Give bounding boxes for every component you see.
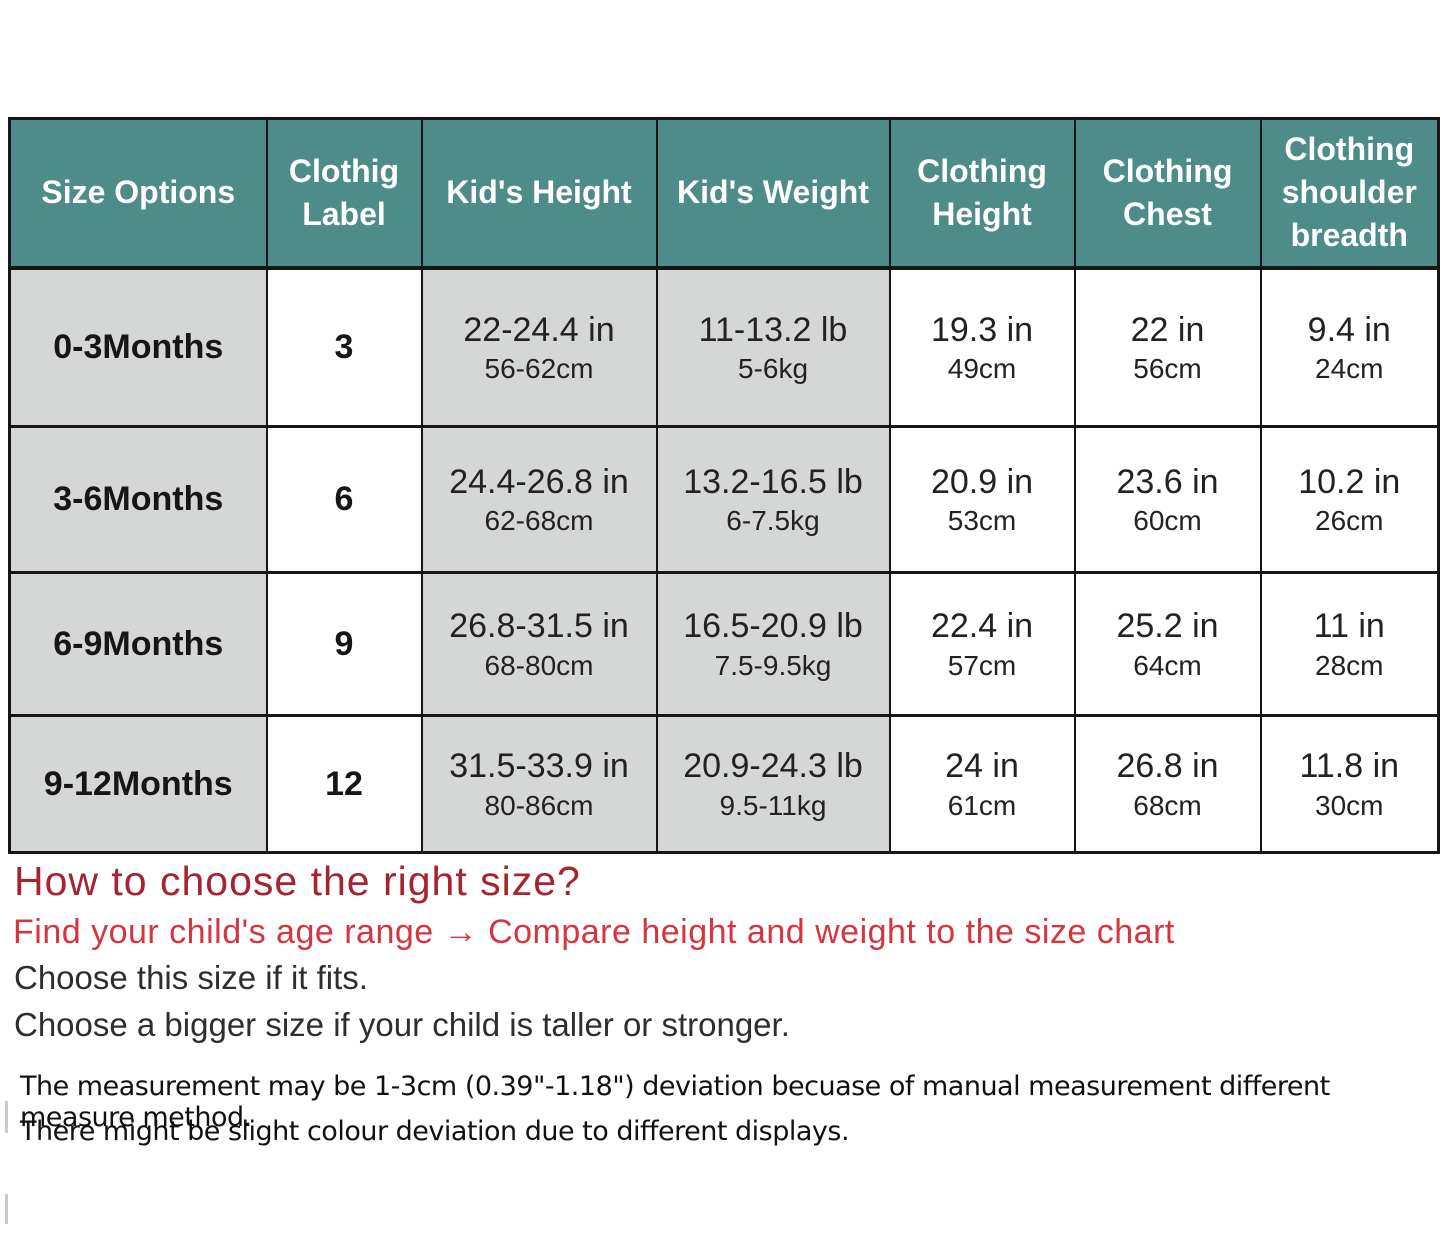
- kids-weight-cell: 13.2-16.5 lb 6-7.5kg: [655, 425, 891, 574]
- table-row: 0-3Months 3 22-24.4 in 56-62cm 11-13.2 l…: [8, 266, 1440, 428]
- clothing-height-in: 24 in: [945, 747, 1019, 786]
- guide-bigger-size-line: Choose a bigger size if your child is ta…: [14, 1006, 790, 1043]
- size-option-value: 9-12Months: [43, 764, 233, 803]
- shoulder-breadth-cm: 28cm: [1315, 649, 1384, 681]
- clothing-chest-in: 26.8 in: [1116, 747, 1219, 786]
- kids-height-cell: 26.8-31.5 in 68-80cm: [420, 571, 658, 717]
- clothing-label-cell: 12: [265, 714, 423, 854]
- colour-deviation-note: There might be slight colour deviation d…: [20, 1116, 850, 1147]
- table-header-row: Size Options Clothig Label Kid's Height …: [8, 117, 1440, 270]
- shoulder-breadth-cell: 9.4 in 24cm: [1259, 266, 1440, 428]
- kids-weight-lb: 16.5-20.9 lb: [683, 607, 863, 646]
- shoulder-breadth-in: 9.4 in: [1307, 310, 1391, 349]
- size-option-cell: 6-9Months: [8, 571, 268, 717]
- kids-weight-kg: 7.5-9.5kg: [714, 649, 832, 681]
- clothing-height-cell: 24 in 61cm: [888, 714, 1076, 854]
- clothing-chest-in: 23.6 in: [1116, 462, 1219, 501]
- header-kids-weight: Kid's Weight: [655, 117, 891, 270]
- size-option-value: 0-3Months: [53, 327, 224, 366]
- clothing-chest-in: 22 in: [1130, 310, 1205, 349]
- table-row: 6-9Months 9 26.8-31.5 in 68-80cm 16.5-20…: [8, 571, 1440, 717]
- size-option-cell: 3-6Months: [8, 425, 268, 574]
- clothing-label-cell: 9: [265, 571, 423, 717]
- kids-height-in: 31.5-33.9 in: [449, 747, 629, 786]
- clothing-chest-in: 25.2 in: [1116, 607, 1219, 646]
- clothing-height-in: 19.3 in: [930, 310, 1034, 349]
- kids-weight-cell: 16.5-20.9 lb 7.5-9.5kg: [655, 571, 891, 717]
- header-kids-height: Kid's Height: [420, 117, 658, 270]
- kids-height-cm: 56-62cm: [484, 353, 594, 384]
- kids-height-cell: 24.4-26.8 in 62-68cm: [420, 425, 658, 574]
- shoulder-breadth-cell: 11.8 in 30cm: [1259, 714, 1440, 854]
- clothing-height-cell: 19.3 in 49cm: [888, 266, 1076, 428]
- guide-fit-line: Choose this size if it fits.: [14, 959, 368, 996]
- kids-height-cell: 22-24.4 in 56-62cm: [420, 266, 658, 428]
- clothing-chest-cm: 56cm: [1133, 353, 1202, 384]
- clothing-label-value: 9: [334, 624, 354, 663]
- clothing-label-value: 6: [334, 480, 354, 518]
- shoulder-breadth-cell: 11 in 28cm: [1259, 571, 1440, 717]
- scan-artifact: [5, 1101, 8, 1133]
- clothing-height-cell: 20.9 in 53cm: [888, 425, 1076, 574]
- header-size-options: Size Options: [8, 117, 268, 270]
- header-clothing-label: Clothig Label: [265, 117, 423, 270]
- kids-height-in: 24.4-26.8 in: [449, 462, 629, 501]
- shoulder-breadth-cm: 30cm: [1315, 789, 1384, 821]
- guide-step-line: Find your child's age range → Compare he…: [13, 913, 1175, 951]
- kids-weight-lb: 20.9-24.3 lb: [683, 747, 863, 786]
- clothing-label-value: 12: [325, 764, 363, 803]
- clothing-label-cell: 3: [265, 266, 423, 428]
- clothing-chest-cell: 23.6 in 60cm: [1073, 425, 1262, 574]
- clothing-chest-cm: 60cm: [1133, 505, 1202, 537]
- kids-height-in: 26.8-31.5 in: [449, 607, 629, 646]
- kids-weight-kg: 9.5-11kg: [719, 789, 827, 821]
- clothing-height-cm: 61cm: [947, 789, 1017, 821]
- size-option-value: 6-9Months: [53, 624, 224, 663]
- header-shoulder-breadth: Clothing shoulder breadth: [1259, 117, 1440, 270]
- kids-height-cm: 68-80cm: [484, 649, 594, 681]
- kids-height-in: 22-24.4 in: [463, 310, 615, 349]
- kids-height-cm: 62-68cm: [484, 505, 594, 537]
- clothing-chest-cm: 68cm: [1133, 789, 1202, 821]
- clothing-chest-cm: 64cm: [1133, 649, 1202, 681]
- clothing-height-cm: 57cm: [947, 649, 1017, 681]
- kids-weight-lb: 13.2-16.5 lb: [683, 462, 863, 501]
- kids-weight-cell: 11-13.2 lb 5-6kg: [655, 266, 891, 428]
- kids-weight-lb: 11-13.2 lb: [698, 310, 848, 349]
- kids-height-cell: 31.5-33.9 in 80-86cm: [420, 714, 658, 854]
- size-option-cell: 9-12Months: [8, 714, 268, 854]
- clothing-chest-cell: 26.8 in 68cm: [1073, 714, 1262, 854]
- shoulder-breadth-in: 11.8 in: [1299, 747, 1400, 786]
- kids-weight-cell: 20.9-24.3 lb 9.5-11kg: [655, 714, 891, 854]
- kids-height-cm: 80-86cm: [484, 789, 594, 821]
- scan-artifact: [5, 1194, 8, 1224]
- shoulder-breadth-in: 11 in: [1313, 607, 1385, 646]
- clothing-height-in: 22.4 in: [930, 607, 1034, 646]
- table-row: 9-12Months 12 31.5-33.9 in 80-86cm 20.9-…: [8, 714, 1440, 854]
- clothing-chest-cell: 22 in 56cm: [1073, 266, 1262, 428]
- shoulder-breadth-cm: 24cm: [1315, 353, 1384, 384]
- header-clothing-height: Clothing Height: [888, 117, 1076, 270]
- clothing-height-in: 20.9 in: [930, 462, 1034, 501]
- shoulder-breadth-in: 10.2 in: [1298, 462, 1401, 501]
- clothing-height-cm: 49cm: [947, 353, 1017, 384]
- clothing-height-cm: 53cm: [947, 505, 1017, 537]
- shoulder-breadth-cm: 26cm: [1315, 505, 1384, 537]
- size-chart-table: Size Options Clothig Label Kid's Height …: [8, 117, 1440, 854]
- clothing-chest-cell: 25.2 in 64cm: [1073, 571, 1262, 717]
- clothing-label-cell: 6: [265, 425, 423, 574]
- clothing-height-cell: 22.4 in 57cm: [888, 571, 1076, 717]
- kids-weight-kg: 6-7.5kg: [726, 505, 820, 537]
- measurement-deviation-note: The measurement may be 1-3cm (0.39"-1.18…: [20, 1071, 1330, 1133]
- guide-title: How to choose the right size?: [14, 858, 581, 904]
- table-row: 3-6Months 6 24.4-26.8 in 62-68cm 13.2-16…: [8, 425, 1440, 574]
- shoulder-breadth-cell: 10.2 in 26cm: [1259, 425, 1440, 574]
- kids-weight-kg: 5-6kg: [737, 353, 809, 384]
- size-option-value: 3-6Months: [53, 480, 224, 518]
- header-clothing-chest: Clothing Chest: [1073, 117, 1262, 270]
- clothing-label-value: 3: [334, 327, 354, 366]
- size-option-cell: 0-3Months: [8, 266, 268, 428]
